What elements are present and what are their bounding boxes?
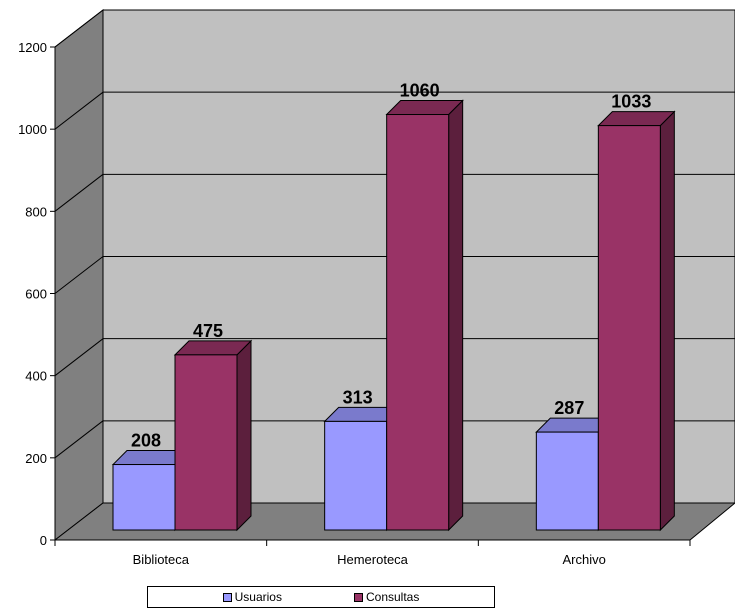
data-label-usuarios-hemeroteca: 313 — [343, 387, 373, 407]
y-tick-label-400: 400 — [25, 369, 47, 384]
bar-consultas-hemeroteca — [386, 114, 450, 531]
legend-swatch-usuarios — [222, 592, 232, 602]
y-tick-label-1000: 1000 — [18, 122, 47, 137]
y-tick-label-800: 800 — [25, 204, 47, 219]
data-label-usuarios-archivo: 287 — [554, 398, 584, 418]
bar-top-consultas-archivo — [597, 111, 676, 127]
bar-side-consultas-biblioteca — [236, 339, 252, 532]
bar-consultas-biblioteca — [174, 354, 238, 531]
legend-swatch-consultas — [353, 592, 363, 602]
x-tick-label-biblioteca: Biblioteca — [133, 552, 190, 567]
gridline-side-1000 — [54, 91, 104, 130]
data-label-consultas-hemeroteca: 1060 — [400, 81, 440, 101]
gridline-side-1200 — [54, 9, 104, 48]
bar-side-consultas-hemeroteca — [448, 99, 464, 532]
bars — [111, 99, 676, 532]
bar-usuarios-hemeroteca — [324, 420, 388, 531]
legend-item-consultas: Consultas — [353, 590, 420, 604]
gridline-side-400 — [54, 338, 104, 377]
legend-item-usuarios: Usuarios — [222, 590, 282, 604]
data-labels: 208 475 313 1060 287 1033 — [131, 81, 651, 451]
x-tick-label-hemeroteca: Hemeroteca — [337, 552, 409, 567]
legend: Usuarios Consultas — [147, 586, 495, 608]
bar-consultas-archivo — [597, 125, 661, 531]
data-label-consultas-archivo: 1033 — [611, 92, 651, 112]
gridline-side-800 — [54, 173, 104, 212]
data-label-usuarios-biblioteca: 208 — [131, 431, 161, 451]
data-label-consultas-biblioteca: 475 — [193, 321, 223, 341]
bar-usuarios-biblioteca — [112, 464, 176, 531]
bar-top-consultas-biblioteca — [173, 340, 253, 356]
y-tick-label-0: 0 — [40, 533, 47, 548]
axes: 0 200 400 600 800 1000 1200 Biblioteca Hemerotec… — [18, 40, 691, 567]
y-tick-label-600: 600 — [25, 287, 47, 302]
y-tick-label-1200: 1200 — [18, 40, 47, 55]
x-tick-label-archivo: Archivo — [562, 552, 605, 567]
y-tick-label-200: 200 — [25, 451, 47, 466]
gridline-side-200 — [54, 420, 104, 459]
bar-top-consultas-hemeroteca — [385, 100, 464, 116]
bar-side-consultas-archivo — [659, 110, 675, 532]
bar-usuarios-archivo — [535, 431, 599, 531]
gridline-side-600 — [54, 256, 104, 294]
legend-label-usuarios: Usuarios — [234, 590, 282, 604]
legend-label-consultas: Consultas — [365, 590, 420, 604]
